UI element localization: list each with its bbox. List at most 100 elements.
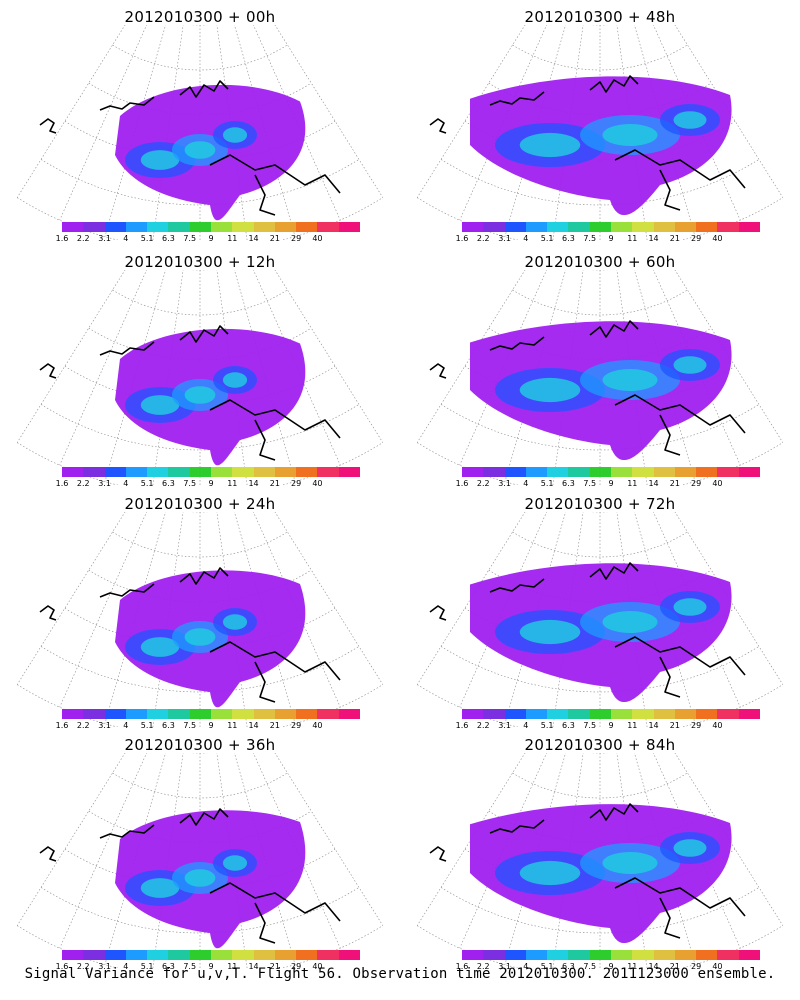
coastline	[429, 75, 746, 211]
colorbar-swatch	[338, 950, 360, 960]
colorbar-tick-label: 9	[608, 479, 614, 488]
colorbar-swatch	[210, 467, 233, 477]
colorbar-tick-label: 6.3	[162, 479, 175, 488]
colorbar	[62, 950, 360, 960]
colorbar	[62, 467, 360, 477]
colorbar-tick-label: 7.5	[183, 234, 197, 243]
colorbar-tick-label: 2.2	[76, 962, 90, 971]
colorbar-swatch	[674, 222, 697, 232]
colorbar	[62, 222, 360, 232]
map-plot	[16, 25, 384, 240]
colorbar-tick-label: 5.1	[140, 479, 154, 488]
map-panel: 2012010300 + 12h 1.6 2.2 3.1 4 5.1 6.3 7.5 9 11 14…	[0, 245, 400, 495]
colorbar	[462, 467, 760, 477]
colorbar-tick-label: 9	[608, 721, 614, 730]
colorbar-tick-label: 40	[312, 234, 323, 243]
colorbar-swatch	[317, 709, 339, 719]
colorbar-tick-label: 14	[248, 962, 259, 971]
colorbar-labels: 1.6 2.2 3.1 4 5.1 6.3 7.5 9 11 14 21 29 40	[456, 234, 760, 246]
panel-title: 2012010300 + 48h	[524, 8, 676, 26]
colorbar-tick-label: 14	[648, 962, 659, 971]
coastline	[429, 562, 746, 698]
colorbar-tick-label: 4	[123, 962, 129, 971]
colorbar-tick-label: 5.1	[540, 479, 554, 488]
colorbar-tick-label: 6.3	[562, 721, 575, 730]
variance-field	[115, 84, 306, 221]
colorbar-swatch	[674, 467, 697, 477]
colorbar-swatch	[62, 709, 84, 719]
colorbar-swatch	[504, 467, 526, 477]
colorbar-swatch	[62, 222, 84, 232]
colorbar-tick-label: 5.1	[140, 234, 154, 243]
colorbar-tick-label: 21	[269, 962, 280, 971]
colorbar-tick-label: 11	[227, 234, 238, 243]
colorbar	[462, 950, 760, 960]
colorbar-swatch	[483, 950, 505, 960]
colorbar-swatch	[632, 467, 654, 477]
colorbar-swatch	[632, 222, 654, 232]
colorbar-swatch	[717, 709, 739, 719]
colorbar-tick-label: 14	[248, 721, 259, 730]
colorbar-tick-label: 1.6	[455, 479, 469, 488]
variance-field	[115, 810, 306, 949]
colorbar-tick-label: 14	[648, 479, 659, 488]
colorbar-labels: 1.6 2.2 3.1 4 5.1 6.3 7.5 9 11 14 21 29 40	[456, 479, 760, 491]
map-panel: 2012010300 + 00h 1.6 2.2 3.1 4 5.1 6.3 7.5 9 11 14…	[0, 0, 400, 250]
colorbar-tick-label: 29	[291, 962, 302, 971]
colorbar-tick-label: 14	[648, 234, 659, 243]
colorbar-tick-label: 1.6	[55, 479, 69, 488]
colorbar-swatch	[253, 709, 275, 719]
colorbar-swatch	[189, 467, 211, 477]
figure-caption: Signal Variance for u,v,T. Flight 56. Ob…	[24, 966, 776, 982]
colorbar-swatch	[232, 222, 254, 232]
colorbar-tick-label: 21	[269, 234, 280, 243]
colorbar-swatch	[210, 709, 233, 719]
colorbar-tick-label: 11	[227, 479, 238, 488]
colorbar-swatch	[547, 222, 569, 232]
colorbar-tick-label: 29	[691, 479, 702, 488]
colorbar-swatch	[504, 950, 526, 960]
colorbar-swatch	[610, 950, 633, 960]
coastline	[39, 808, 341, 944]
colorbar-swatch	[62, 950, 84, 960]
colorbar-swatch	[653, 467, 675, 477]
colorbar-swatch	[717, 950, 739, 960]
colorbar-tick-label: 9	[208, 962, 214, 971]
colorbar-tick-label: 6.3	[562, 234, 575, 243]
colorbar	[462, 709, 760, 719]
colorbar-swatch	[296, 222, 318, 232]
colorbar-tick-label: 2.2	[476, 234, 490, 243]
colorbar-swatch	[462, 467, 484, 477]
colorbar-tick-label: 11	[627, 721, 638, 730]
colorbar-tick-label: 29	[691, 962, 702, 971]
colorbar-swatch	[232, 709, 254, 719]
colorbar-swatch	[104, 709, 126, 719]
colorbar-tick-label: 3.1	[98, 479, 111, 488]
colorbar-tick-label: 11	[227, 721, 238, 730]
panel-title: 2012010300 + 24h	[124, 495, 276, 513]
colorbar-tick-label: 6.3	[162, 234, 175, 243]
colorbar-swatch	[717, 467, 739, 477]
colorbar-tick-label: 2.2	[476, 962, 490, 971]
colorbar-swatch	[210, 222, 233, 232]
colorbar-tick-label: 29	[291, 479, 302, 488]
map-plot	[416, 512, 784, 727]
colorbar-tick-label: 2.2	[76, 721, 90, 730]
colorbar-swatch	[147, 950, 169, 960]
colorbar-swatch	[696, 467, 718, 477]
colorbar-tick-label: 7.5	[583, 962, 597, 971]
colorbar-tick-label: 1.6	[455, 721, 469, 730]
colorbar-swatch	[232, 467, 254, 477]
colorbar-tick-label: 21	[669, 721, 680, 730]
colorbar-swatch	[696, 222, 718, 232]
colorbar-swatch	[104, 222, 126, 232]
panel-title: 2012010300 + 72h	[524, 495, 676, 513]
colorbar-swatch	[717, 222, 739, 232]
colorbar-tick-label: 40	[312, 962, 323, 971]
colorbar-swatch	[296, 467, 318, 477]
variance-field	[115, 570, 306, 708]
colorbar-swatch	[296, 709, 318, 719]
map-plot	[416, 753, 784, 968]
colorbar-tick-label: 11	[227, 962, 238, 971]
colorbar-tick-label: 9	[208, 479, 214, 488]
